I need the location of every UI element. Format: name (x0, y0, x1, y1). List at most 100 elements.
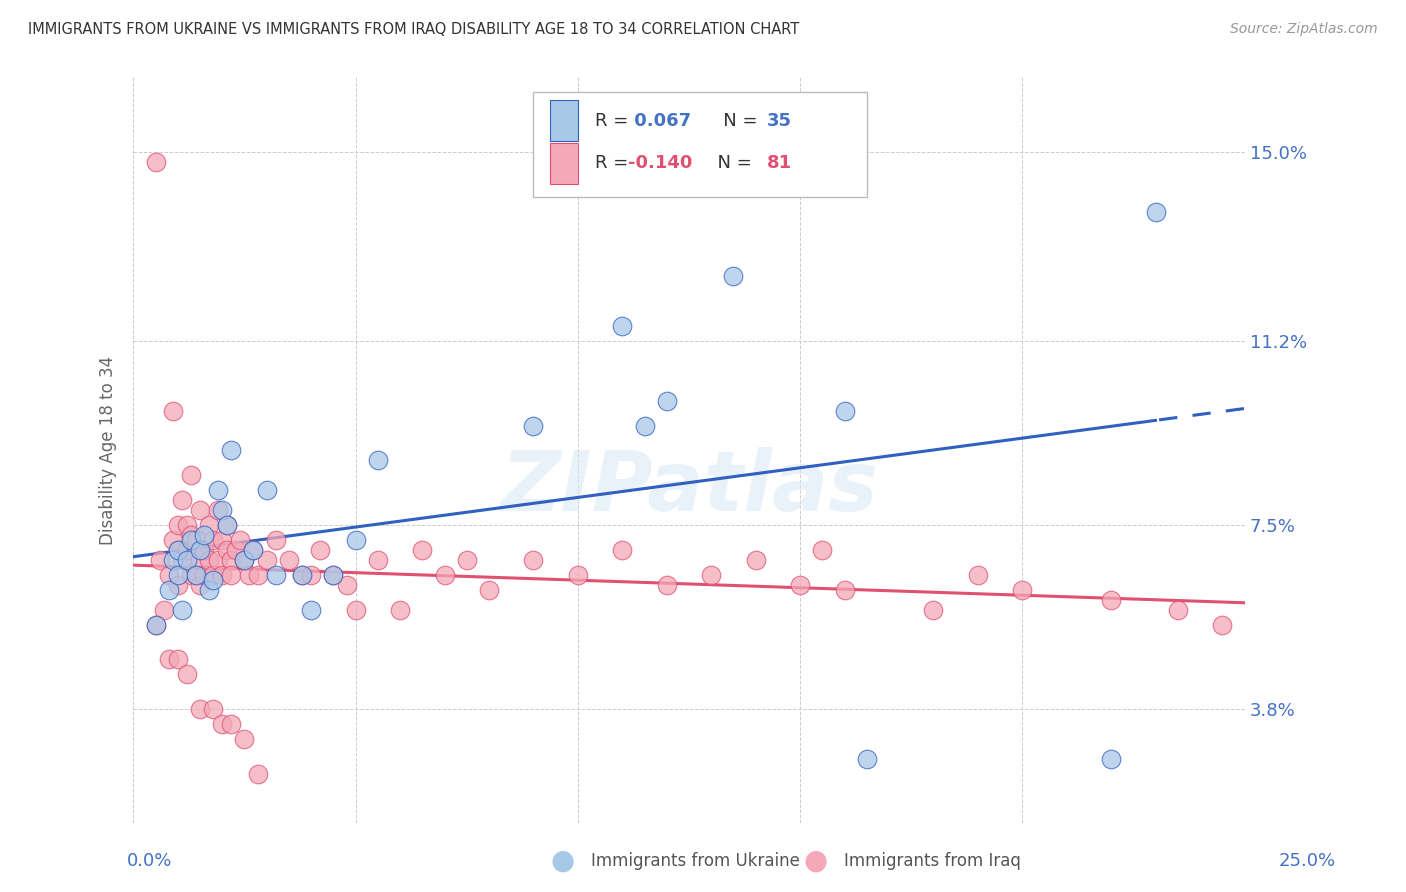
Point (166, 543, 188, 558)
Point (211, 503, 233, 517)
Point (225, 543, 247, 558)
Point (193, 567, 215, 582)
Point (264, 567, 287, 582)
Point (215, 518, 238, 533)
Point (299, 602, 322, 616)
Point (188, 543, 211, 558)
Point (277, 553, 299, 567)
Point (172, 553, 194, 567)
Point (411, 543, 433, 558)
Point (166, 652, 188, 666)
Point (478, 582, 501, 597)
Point (219, 553, 242, 567)
Point (188, 578, 211, 592)
Point (612, 543, 634, 558)
Point (633, 418, 655, 433)
Point (367, 453, 389, 467)
Point (344, 533, 367, 547)
Point (433, 567, 456, 582)
Text: IMMIGRANTS FROM UKRAINE VS IMMIGRANTS FROM IRAQ DISABILITY AGE 18 TO 34 CORRELAT: IMMIGRANTS FROM UKRAINE VS IMMIGRANTS FR… (28, 22, 800, 37)
Point (184, 567, 207, 582)
Point (967, 567, 990, 582)
Y-axis label: Disability Age 18 to 34: Disability Age 18 to 34 (100, 356, 117, 545)
Point (180, 528, 202, 542)
Point (176, 553, 198, 567)
Point (207, 483, 229, 498)
Point (219, 567, 242, 582)
Point (233, 731, 256, 746)
Point (211, 567, 233, 582)
Text: -0.140: -0.140 (628, 154, 692, 172)
Point (193, 528, 215, 542)
Point (700, 567, 723, 582)
Point (202, 567, 225, 582)
Point (188, 702, 211, 716)
Point (322, 567, 344, 582)
Point (198, 582, 221, 597)
Point (522, 418, 544, 433)
Point (789, 578, 811, 592)
Point (215, 518, 238, 533)
Text: N =: N = (706, 154, 758, 172)
Point (922, 602, 945, 616)
Text: 35: 35 (766, 112, 792, 129)
Text: ●: ● (803, 847, 828, 875)
Point (211, 717, 233, 731)
Point (184, 567, 207, 582)
Point (207, 553, 229, 567)
Point (176, 667, 198, 681)
Text: Immigrants from Ukraine: Immigrants from Ukraine (591, 852, 800, 870)
Text: 0.0%: 0.0% (127, 852, 172, 870)
Point (256, 553, 278, 567)
Text: Immigrants from Iraq: Immigrants from Iraq (844, 852, 1021, 870)
Point (188, 553, 211, 567)
Point (153, 602, 176, 616)
Point (246, 567, 269, 582)
Point (322, 567, 344, 582)
Point (256, 483, 278, 498)
Point (264, 533, 287, 547)
Point (233, 553, 256, 567)
Point (219, 717, 242, 731)
Point (291, 567, 314, 582)
Point (184, 533, 207, 547)
Point (149, 553, 172, 567)
Point (856, 752, 879, 766)
Point (723, 269, 745, 284)
Point (180, 567, 202, 582)
Point (834, 403, 856, 417)
Point (567, 567, 589, 582)
Point (299, 567, 322, 582)
Text: ●: ● (550, 847, 575, 875)
Point (162, 533, 184, 547)
Point (215, 543, 238, 558)
Point (180, 468, 202, 483)
Point (145, 617, 167, 632)
Point (242, 543, 264, 558)
Bar (550, 143, 578, 184)
Text: ZIPatlas: ZIPatlas (501, 447, 877, 528)
Point (242, 543, 264, 558)
Point (207, 503, 229, 517)
Point (456, 553, 478, 567)
Point (522, 553, 544, 567)
Point (744, 553, 766, 567)
Text: 25.0%: 25.0% (1278, 852, 1336, 870)
Point (1011, 582, 1033, 597)
Point (166, 567, 188, 582)
Point (1144, 204, 1167, 219)
Point (180, 533, 202, 547)
Bar (550, 100, 578, 141)
Point (157, 582, 180, 597)
Point (176, 518, 198, 533)
Point (811, 543, 834, 558)
Point (166, 578, 188, 592)
Point (202, 533, 225, 547)
Point (655, 578, 678, 592)
Point (162, 553, 184, 567)
Point (172, 493, 194, 508)
Point (233, 553, 256, 567)
Point (166, 518, 188, 533)
Point (145, 155, 167, 169)
Point (655, 393, 678, 408)
